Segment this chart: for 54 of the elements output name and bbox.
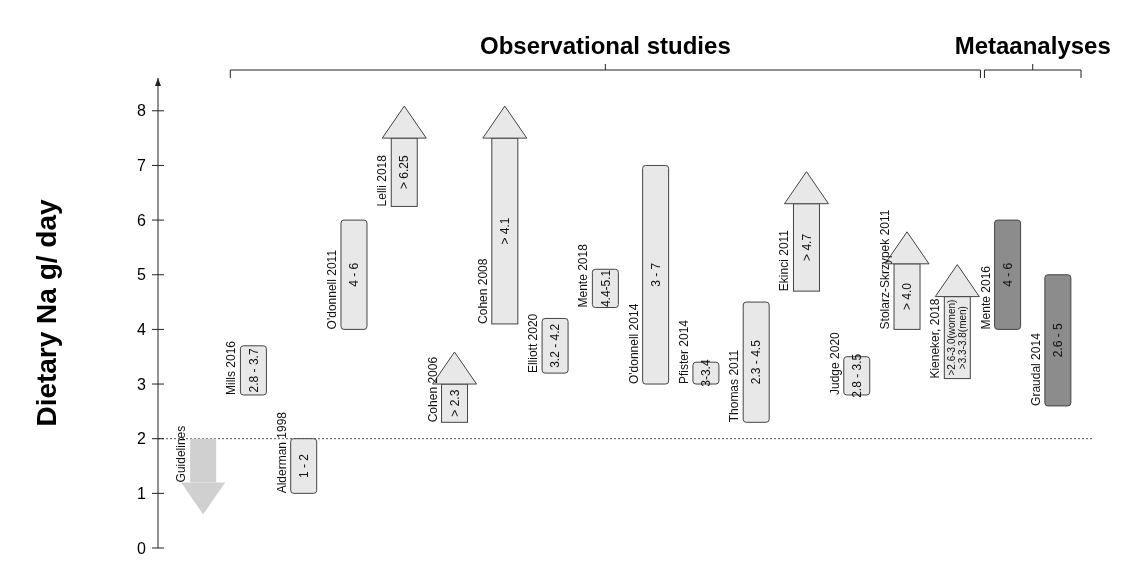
x-tick-label: Mente 2018 [576,243,591,308]
bar [340,219,368,330]
annotation: > 4.1 [498,217,513,245]
y-tick-label: 6 [137,211,147,229]
x-tick-label: Stolarz-Skrzypek 2011 [878,209,893,330]
bar [290,438,318,494]
y-tick-label: 3 [137,375,147,393]
annotation: 4 - 6 [1000,262,1015,287]
y-tick-label: 8 [137,102,147,120]
y-tick-label: 2 [137,430,147,448]
annotation: 3-3.4 [699,359,714,387]
bar [1044,274,1072,407]
x-tick-label: Mente 2016 [978,265,993,330]
y-tick-label: 0 [137,539,147,557]
x-tick-label: Thomas 2011 [727,349,742,423]
annotation: >2.6-3.0(women) >3.3-3.8(men) [946,299,969,376]
y-tick-label: 7 [137,157,147,175]
y-axis-title: Dietary Na g/ day [31,198,62,427]
x-tick-label: Guidelines [174,425,189,483]
x-tick-label: Pfister 2014 [676,319,691,385]
x-tick-label: Kieneker, 2018 [928,298,943,379]
x-tick-label: Judge 2020 [827,331,842,395]
x-tick-label: Ekinci 2011 [777,229,792,292]
text: Observational studies [479,32,731,59]
x-tick-label: Mills 2016 [224,340,239,395]
x-tick-label: Alderman 1998 [274,411,289,494]
y-tick-label: 4 [137,321,147,338]
annotation: > 6.25 [397,155,412,190]
annotation: 2.6 - 5 [1051,323,1066,358]
bar [742,301,770,423]
x-tick-label: Graudal 2014 [1028,332,1043,406]
bar [994,219,1022,330]
x-tick-label: Elliott 2020 [526,313,541,374]
annotation: > 2.3 [447,389,462,417]
annotation: 1 - 2 [296,453,311,479]
x-tick-label: Lelli 2018 [375,154,390,207]
annotation: 3 - 7 [648,262,663,287]
bar [642,164,670,385]
x-tick-label: Cohen 2006 [425,356,440,423]
bar [541,317,569,374]
x-tick-label: Cohen 2008 [475,258,490,324]
x-tick-label: O'donnell 2011 [324,249,339,330]
annotation: > 4.0 [900,282,915,311]
x-tick-label: O'donnell 2014 [626,303,641,385]
annotation: 2.8 - 3.7 [246,348,261,393]
y-tick-label: 5 [137,266,147,284]
annotation: 2.8 - 3.5 [849,353,864,398]
annotation: 4 - 6 [347,262,362,287]
y-tick-label: 1 [137,484,147,502]
annotation: 3.2 - 4.2 [548,323,563,368]
text: Metaanalyses [954,32,1111,59]
annotation: > 4.7 [799,233,814,261]
annotation: 2.3 - 4.5 [749,339,764,385]
annotation: 4.4-5.1 [598,269,613,308]
